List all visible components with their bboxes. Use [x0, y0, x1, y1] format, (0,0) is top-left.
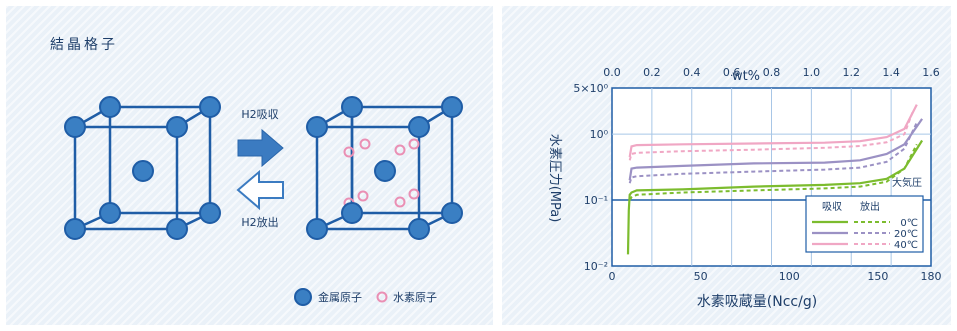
y-tick-label: 10⁻² — [584, 260, 608, 273]
x2-tick-label: 0.8 — [763, 66, 781, 79]
hydrogen-atom — [408, 138, 420, 150]
x2-tick-label: 0.4 — [683, 66, 701, 79]
metal-atom — [408, 218, 430, 240]
crystal-lattice-panel — [6, 6, 493, 325]
hydrogen-atom — [394, 196, 406, 208]
hydrogen-atom — [408, 188, 420, 200]
x2-tick-label: 0.2 — [643, 66, 661, 79]
metal-atom — [441, 202, 463, 224]
hydrogen-atom-legend-icon — [376, 291, 388, 303]
chart-legend — [805, 195, 924, 253]
legend-hydrogen-label: 水素原子 — [393, 291, 437, 304]
series-absorb-line — [628, 118, 924, 181]
x2-axis-label: wt% — [732, 69, 760, 84]
chart-series — [626, 104, 924, 255]
legend-metal-label: 金属原子 — [318, 290, 362, 304]
series-absorb-line — [628, 104, 918, 158]
x2-tick-label: 1.0 — [803, 66, 821, 79]
x-tick-label: 0 — [609, 270, 616, 283]
x-tick-label: 100 — [779, 270, 800, 283]
metal-atom-legend-icon — [294, 288, 312, 306]
absorb-label: H2吸収 — [241, 108, 278, 121]
chart-ticks: 0.0 0.2 0.4 0.6 0.8 1.0 1.2 1.4 1.6 0 50 100 150 180 1… — [573, 66, 941, 283]
x2-tick-label: 1.4 — [882, 66, 900, 79]
x-axis-label: 水素吸蔵量(Ncc/g) — [697, 294, 817, 310]
legend-release-header: 放出 — [860, 200, 880, 213]
x2-tick-label: 0.6 — [723, 66, 741, 79]
release-arrow-icon — [236, 169, 284, 211]
hydrogen-atom — [394, 144, 406, 156]
metal-atom — [199, 202, 221, 224]
release-label: H2放出 — [241, 215, 278, 229]
metal-atom — [441, 96, 463, 118]
x2-tick-label: 1.6 — [922, 66, 940, 79]
series-release-line — [628, 122, 918, 184]
x2-tick-label: 1.2 — [843, 66, 861, 79]
lattice-title: 結晶格子 — [50, 37, 118, 53]
metal-atom — [99, 96, 121, 118]
atmospheric-pressure-label: 大気圧 — [892, 176, 922, 189]
legend-series-label: 0℃ — [900, 218, 918, 229]
metal-atom — [341, 96, 363, 118]
series-absorb-line — [626, 139, 924, 255]
metal-atom — [64, 218, 86, 240]
y-tick-label: 5×10⁰ — [573, 82, 608, 95]
legend-series-label: 20℃ — [894, 229, 918, 240]
cube-after-atoms — [306, 96, 463, 240]
metal-atom — [306, 116, 328, 138]
metal-atom — [341, 202, 363, 224]
hydrogen-atoms — [343, 138, 420, 209]
legend-series-label: 40℃ — [894, 240, 918, 251]
x-tick-label: 180 — [921, 270, 942, 283]
x2-tick-label: 0.0 — [603, 66, 621, 79]
y-tick-label: 10⁰ — [590, 128, 609, 141]
y-axis-label: 水素圧力(MPa) — [547, 134, 562, 223]
metal-atom — [306, 218, 328, 240]
metal-atom — [99, 202, 121, 224]
metal-atom — [374, 160, 396, 182]
metal-atom — [64, 116, 86, 138]
y-tick-label: 10⁻¹ — [584, 194, 608, 207]
hydrogen-atom — [359, 138, 371, 150]
hydrogen-atom — [357, 190, 369, 202]
series-release-line — [628, 109, 915, 161]
metal-atom — [166, 218, 188, 240]
metal-atom — [408, 116, 430, 138]
absorb-arrow-icon — [237, 128, 284, 168]
legend-rows: 0℃20℃40℃ — [812, 218, 918, 251]
metal-atom — [132, 160, 154, 182]
metal-atom — [166, 116, 188, 138]
x-tick-label: 150 — [867, 270, 888, 283]
cube-before-atoms — [64, 96, 221, 240]
series-release-line — [628, 143, 918, 201]
x-tick-label: 50 — [694, 270, 708, 283]
hydrogen-atom — [343, 146, 355, 158]
metal-atom — [199, 96, 221, 118]
legend-absorb-header: 吸収 — [822, 201, 842, 213]
